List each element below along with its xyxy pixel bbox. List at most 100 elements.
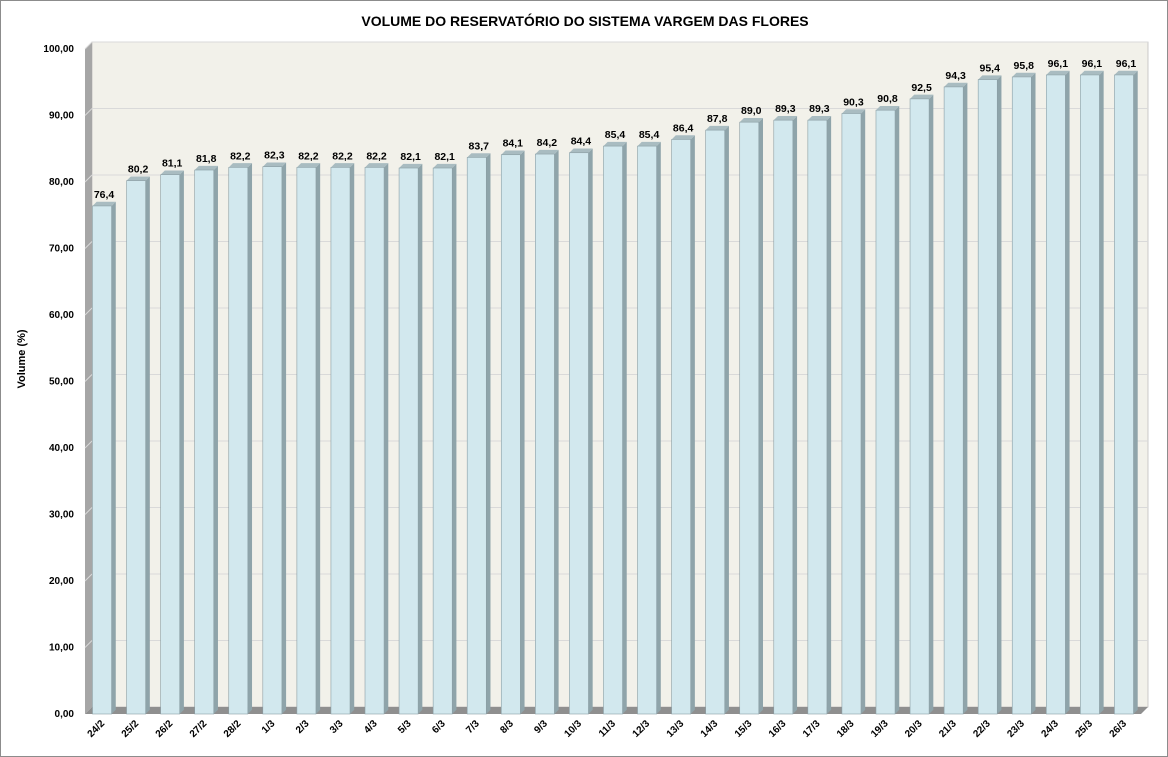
bar-side [486, 153, 491, 714]
bar-top [228, 163, 253, 168]
data-label: 90,8 [877, 93, 898, 105]
x-tick-label: 23/3 [1005, 718, 1027, 740]
bar-top [433, 163, 457, 169]
bar-side [588, 148, 593, 715]
data-label: 89,3 [775, 103, 796, 115]
bar-side [895, 105, 900, 715]
x-tick-label: 26/2 [154, 718, 176, 740]
plot-area: 0,00 10,00 20,00 30,00 40,00 50,00 60,00 70,00 8… [43, 41, 1149, 740]
y-tick-label: 80,00 [49, 177, 74, 188]
bar-side [281, 162, 287, 714]
x-tick-label: 6/3 [430, 718, 448, 736]
data-label: 85,4 [639, 129, 660, 141]
bar-side [826, 115, 832, 714]
x-tick-label: 17/3 [801, 718, 823, 740]
data-label: 96,1 [1048, 58, 1069, 70]
data-label: 84,1 [503, 138, 524, 150]
x-tick-label: 24/2 [86, 718, 108, 740]
bar [228, 167, 249, 715]
x-tick-label: 19/3 [869, 718, 891, 740]
bar [773, 119, 794, 715]
data-label: 89,0 [741, 105, 762, 117]
bar-top [978, 75, 1002, 80]
bar-side [656, 141, 661, 714]
bar-side [963, 82, 968, 714]
bar [705, 129, 726, 715]
bar [466, 157, 487, 715]
bar-side [1133, 70, 1138, 715]
bar [500, 154, 521, 715]
gridline-side [84, 440, 93, 449]
chart-title: VOLUME DO RESERVATÓRIO DO SISTEMA VARGEM… [361, 12, 808, 29]
bar-top [501, 150, 525, 155]
gridline-side [84, 573, 93, 582]
bar-top [194, 165, 218, 171]
data-label: 86,4 [673, 122, 694, 134]
gridline-side [84, 108, 93, 116]
y-tick-label: 20,00 [49, 576, 74, 587]
bar [569, 152, 589, 715]
bar-side [350, 163, 355, 715]
bar-side [418, 163, 423, 714]
bar-top [262, 162, 287, 167]
bar-side [792, 115, 798, 714]
bar [1114, 74, 1134, 715]
bar [262, 166, 283, 715]
bar [739, 121, 760, 715]
data-label: 85,4 [605, 129, 626, 141]
bar-top [739, 117, 763, 123]
x-tick-label: 10/3 [563, 718, 585, 740]
x-tick-label: 7/3 [464, 718, 482, 736]
bar-top [841, 109, 866, 114]
bar-side [315, 163, 321, 715]
bar [92, 205, 112, 715]
bar-top [296, 163, 321, 168]
x-tick-label: 18/3 [835, 718, 857, 740]
data-label: 82,1 [434, 151, 455, 163]
gridline-side [84, 241, 93, 249]
bar-top [637, 141, 661, 147]
gridline-side [84, 174, 93, 183]
x-tick-label: 20/3 [903, 718, 925, 740]
x-tick-label: 4/3 [362, 718, 380, 736]
bar-side [1031, 72, 1036, 715]
y-tick-label: 10,00 [49, 643, 74, 654]
data-label: 95,4 [979, 63, 1000, 75]
bar-side [758, 117, 763, 714]
bar-side [860, 109, 866, 715]
bar [160, 174, 180, 715]
x-tick-label: 15/3 [733, 718, 755, 740]
x-tick-label: 26/3 [1108, 718, 1130, 740]
bar-top [944, 82, 968, 87]
data-label: 90,3 [843, 97, 864, 109]
gridline-side [84, 374, 93, 382]
x-tick-label: 25/3 [1073, 718, 1095, 740]
bar-top [1114, 70, 1138, 75]
x-tick-label: 27/2 [188, 718, 210, 740]
bar [432, 167, 453, 715]
bar [977, 79, 998, 715]
bar [841, 113, 862, 715]
bar [943, 86, 964, 715]
bar-top [569, 148, 593, 153]
bar-side [929, 94, 934, 715]
bar-side [384, 163, 389, 715]
x-tick-label: 14/3 [699, 718, 721, 740]
bar-side [622, 141, 627, 714]
x-tick-label: 2/3 [294, 718, 312, 736]
bar-top [910, 94, 934, 99]
bar [875, 109, 896, 715]
bar [330, 167, 351, 715]
bar [807, 119, 828, 715]
y-tick-label: 40,00 [49, 443, 74, 454]
data-label: 96,1 [1116, 58, 1137, 70]
bar-top [330, 163, 355, 168]
data-label: 83,7 [469, 140, 490, 152]
data-label: 82,1 [400, 151, 421, 163]
bar [1080, 74, 1100, 715]
bar-side [1065, 70, 1070, 715]
bar-top [603, 141, 627, 147]
data-label: 94,3 [945, 70, 966, 82]
